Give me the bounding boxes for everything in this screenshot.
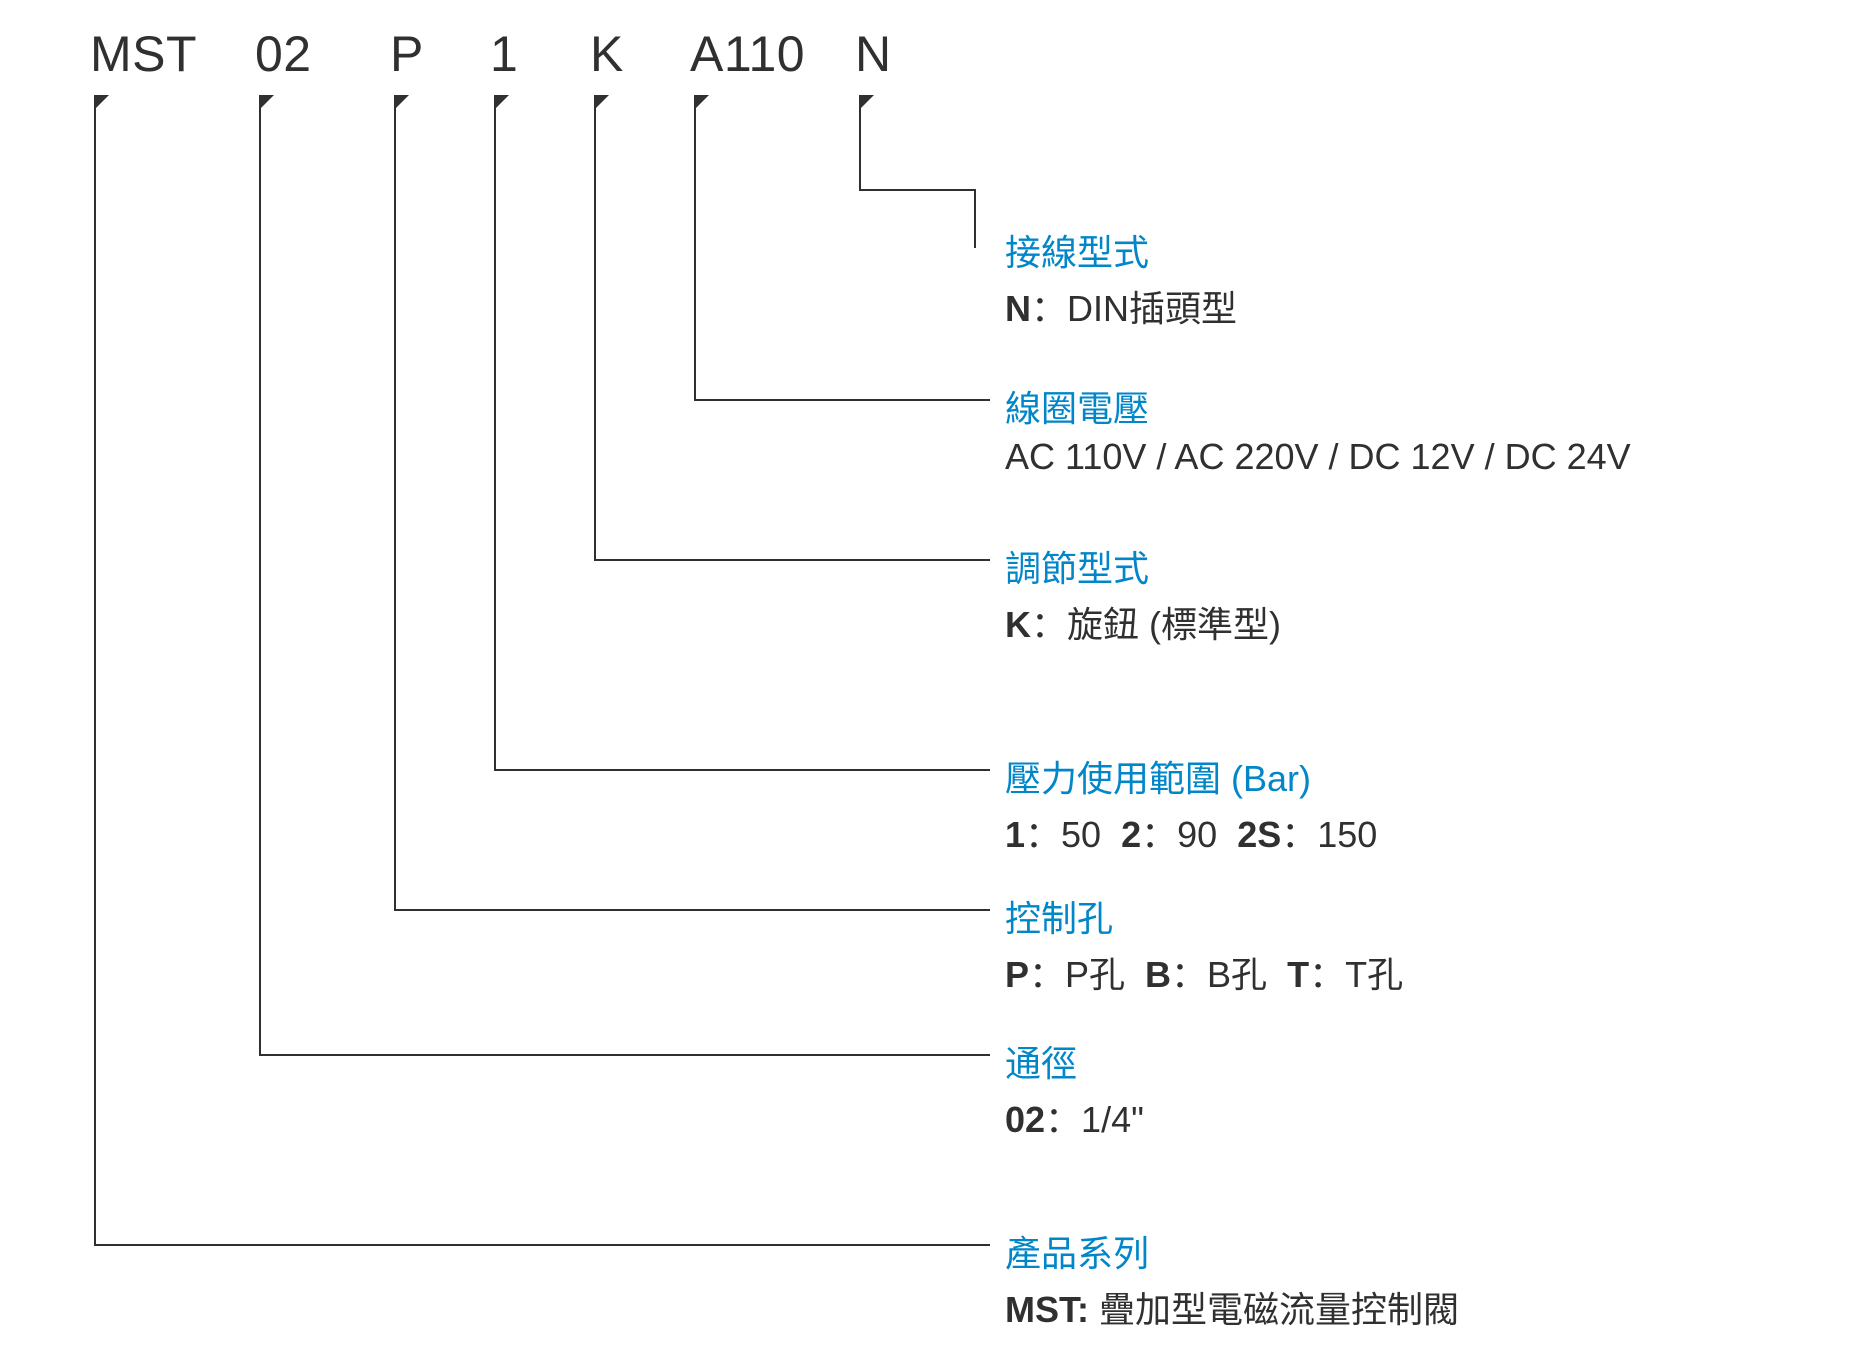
code-seg-3: 1 xyxy=(490,25,518,83)
desc-title-adjust: 調節型式 xyxy=(1005,540,1149,592)
model-code-diagram: MST 02 P 1 K A110 N 接線型式 N：DIN插頭型 線圈電壓 A… xyxy=(0,0,1871,1368)
code-seg-0: MST xyxy=(90,25,197,83)
desc-title-wiring: 接線型式 xyxy=(1005,224,1149,276)
code-seg-4: K xyxy=(590,25,624,83)
desc-title-series: 產品系列 xyxy=(1005,1225,1149,1277)
code-seg-6: N xyxy=(855,25,892,83)
code-seg-2: P xyxy=(390,25,424,83)
desc-title-voltage: 線圈電壓 xyxy=(1005,380,1149,432)
desc-body-series: MST: 疊加型電磁流量控制閥 xyxy=(1005,1281,1459,1333)
desc-body-adjust: K：旋鈕 (標準型) xyxy=(1005,596,1281,648)
desc-title-size: 通徑 xyxy=(1005,1035,1077,1087)
leader-lines xyxy=(0,0,1871,1368)
desc-body-voltage: AC 110V / AC 220V / DC 12V / DC 24V xyxy=(1005,436,1631,478)
desc-body-size: 02：1/4" xyxy=(1005,1091,1144,1143)
desc-body-wiring: N：DIN插頭型 xyxy=(1005,280,1237,332)
desc-title-pressure: 壓力使用範圍 (Bar) xyxy=(1005,750,1311,802)
desc-body-port: P：P孔 B：B孔 T：T孔 xyxy=(1005,946,1403,998)
desc-body-pressure: 1：50 2：90 2S：150 xyxy=(1005,806,1377,858)
code-seg-1: 02 xyxy=(255,25,312,83)
code-seg-5: A110 xyxy=(690,25,805,83)
desc-title-port: 控制孔 xyxy=(1005,890,1113,942)
